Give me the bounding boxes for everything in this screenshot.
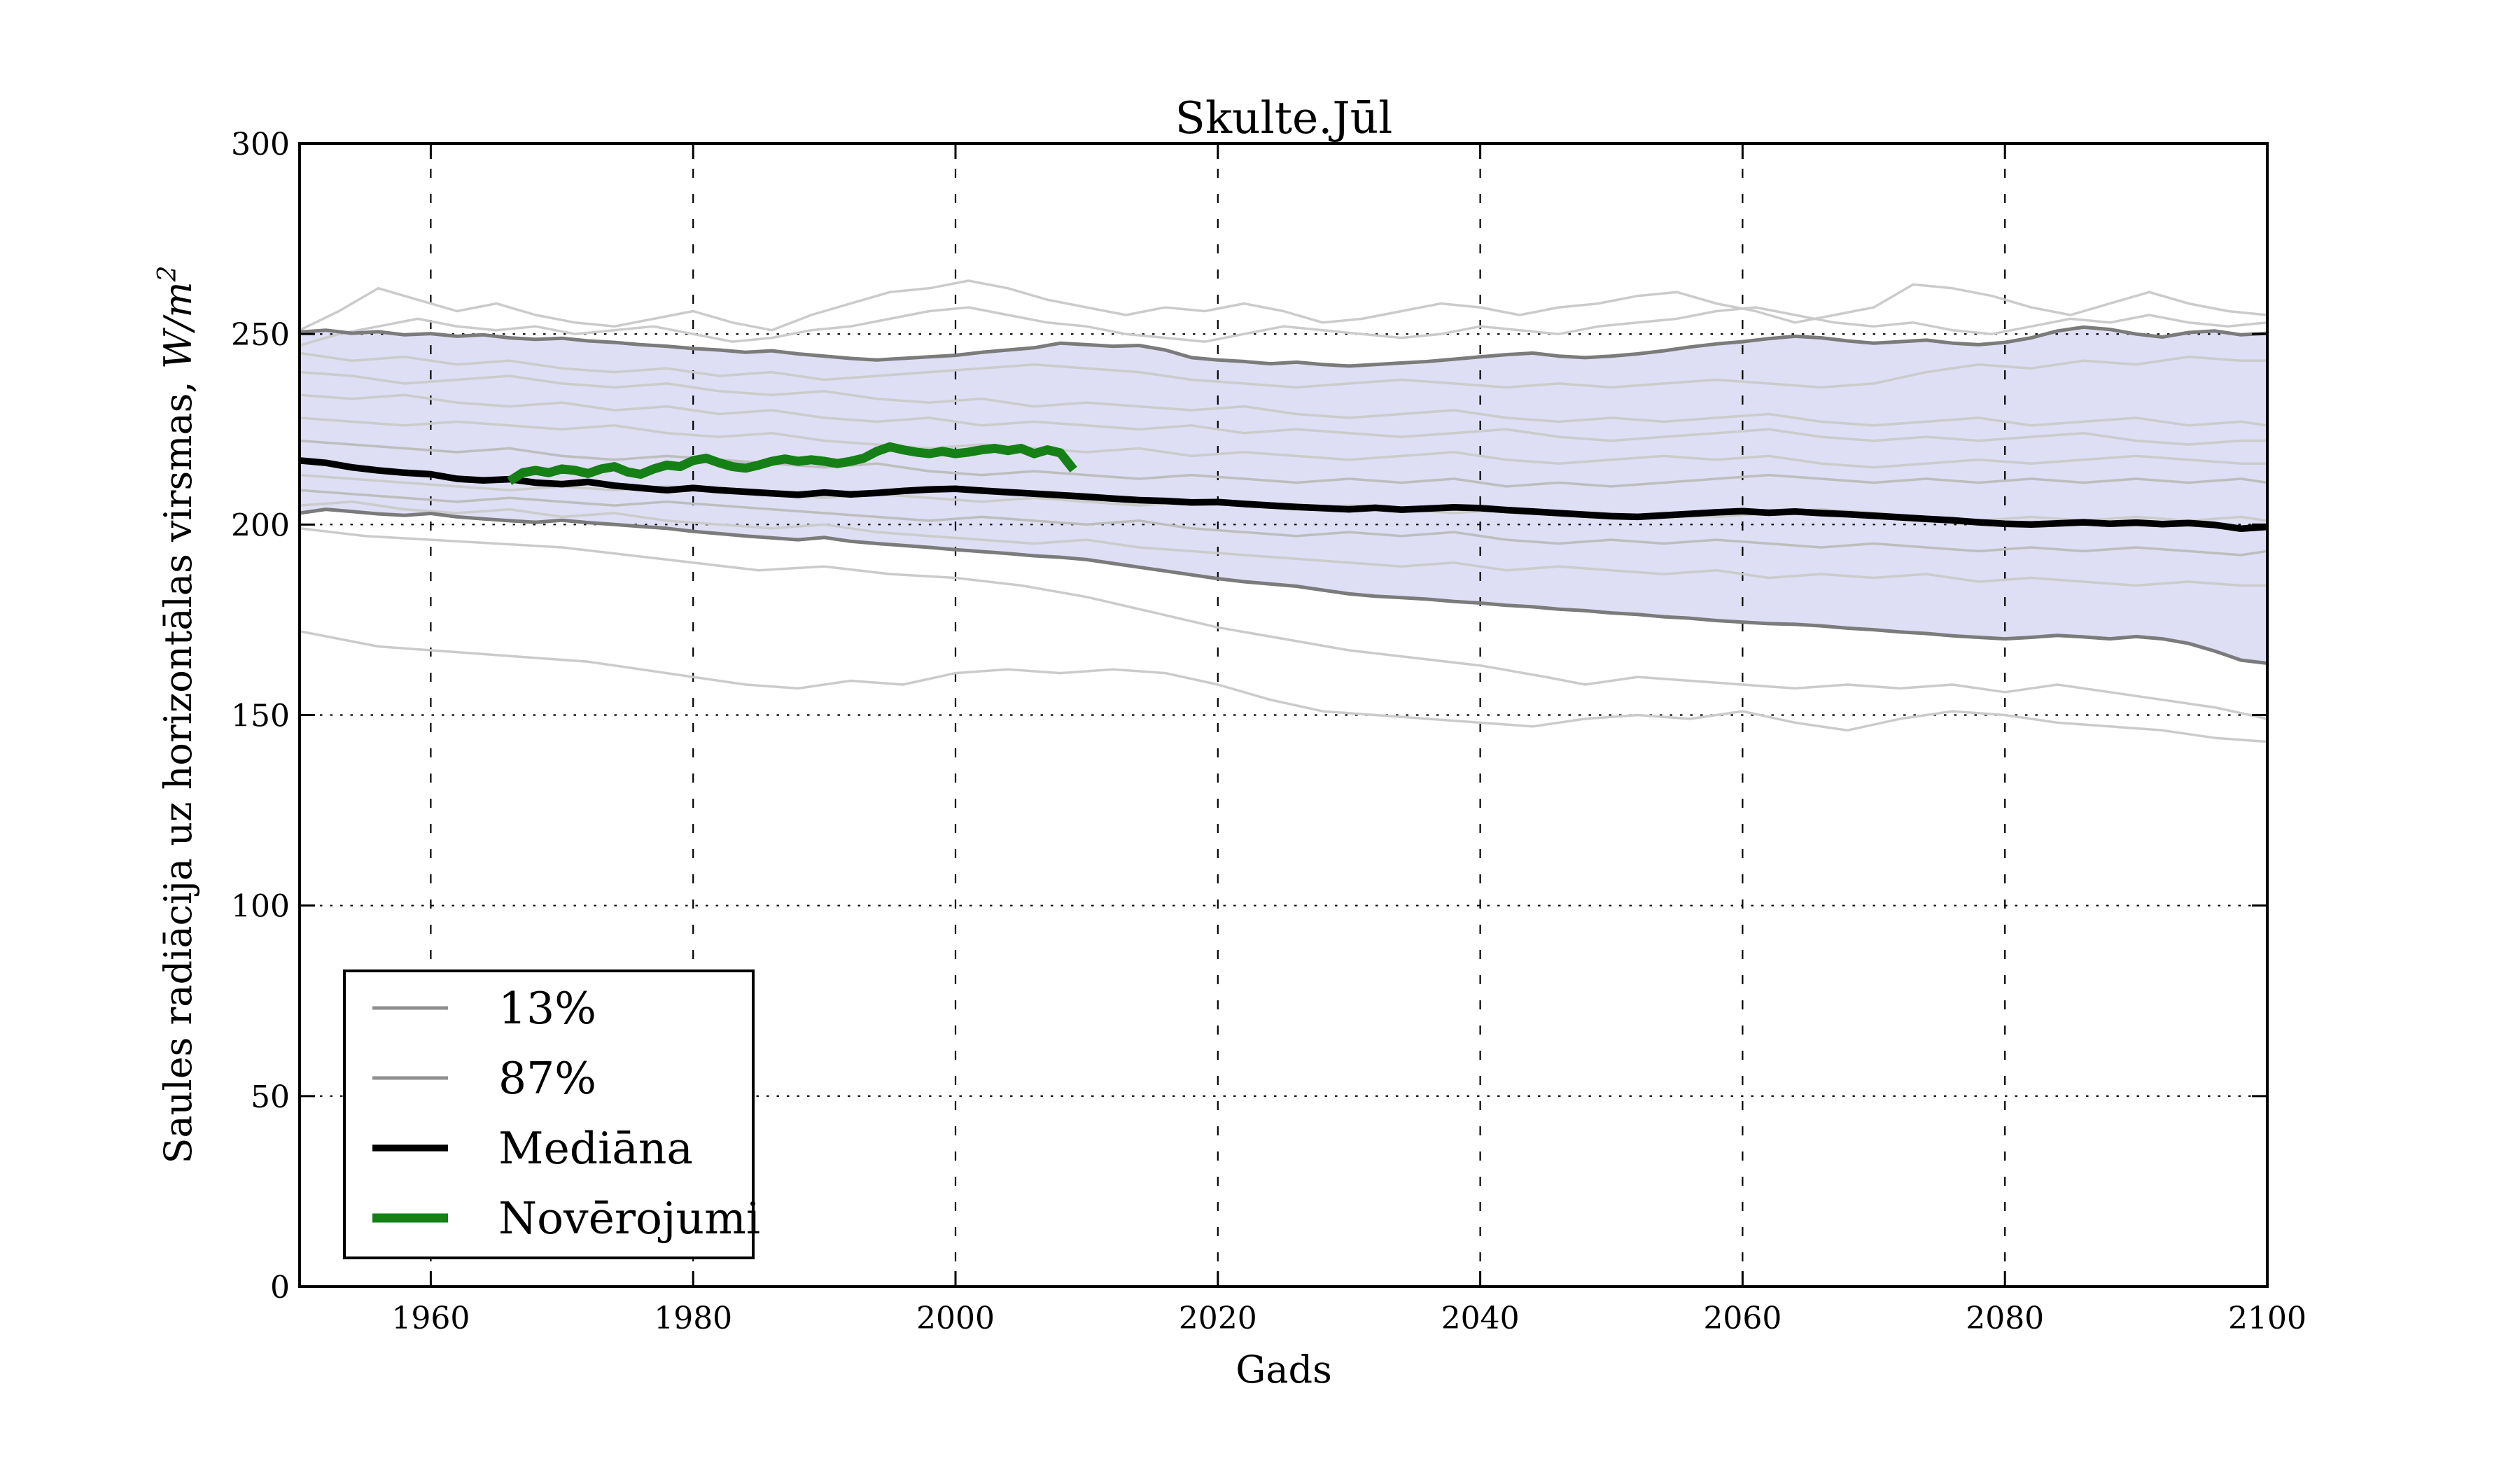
series-line-ens-2	[300, 306, 2267, 347]
y-axis-label-sup: 2	[153, 265, 182, 282]
legend-entry-p13: 13%	[372, 983, 596, 1034]
series-line-ens-6	[300, 416, 2267, 469]
y-tick-label-150: 150	[231, 699, 290, 734]
series-line-ens-11	[300, 527, 2267, 720]
legend-label-p87: 87%	[498, 1053, 596, 1104]
x-tick-label-2020: 2020	[1179, 1301, 1257, 1336]
y-tick-label-0: 0	[270, 1270, 290, 1306]
x-tick-labels: 1960 1980 2000 2020 2040 2060 2080 2100	[391, 1301, 2306, 1336]
band-fill	[300, 327, 2267, 664]
series-line-ens-12	[300, 629, 2267, 743]
series-line-ens-10	[300, 500, 2267, 587]
chart-title: Skulte.Jūl	[1175, 92, 1393, 144]
series-line-ens-7	[300, 439, 2267, 488]
legend-entry-p87: 87%	[372, 1053, 596, 1104]
x-tick-label-2060: 2060	[1703, 1301, 1782, 1336]
y-axis-label-math: W/m	[156, 281, 200, 369]
series-line-ens-1	[300, 279, 2267, 332]
percentile-band	[300, 327, 2267, 664]
x-tick-label-2080: 2080	[1966, 1301, 2044, 1336]
x-tick-label-2100: 2100	[2228, 1301, 2306, 1336]
series-line-median	[300, 457, 2267, 533]
series-line-p87	[300, 325, 2267, 368]
x-tick-label-1980: 1980	[654, 1301, 732, 1336]
plot-frame	[298, 142, 2269, 1288]
series-line-ens-9	[300, 489, 2267, 556]
y-axis-label-text: Saules radiācija uz horizontālas virsmas…	[156, 369, 200, 1163]
series-line-ens-5	[300, 393, 2267, 446]
x-axis-label: Gads	[1236, 1348, 1332, 1392]
y-tick-label-200: 200	[231, 507, 290, 543]
series-lines	[300, 279, 2267, 743]
legend-entry-median: Mediāna	[372, 1123, 693, 1174]
series-line-observations	[507, 442, 1077, 485]
y-tick-label-100: 100	[231, 889, 290, 925]
y-axis-label: Saules radiācija uz horizontālas virsmas…	[153, 265, 200, 1163]
series-line-ens-4	[300, 370, 2267, 427]
legend-label-observations: Novērojumi	[498, 1193, 760, 1244]
legend-box	[343, 969, 755, 1259]
legend: 13% 87% Mediāna Novērojumi	[343, 969, 760, 1259]
x-tick-label-2000: 2000	[916, 1301, 995, 1336]
series-line-ens-3	[300, 351, 2267, 389]
y-tick-label-50: 50	[251, 1079, 290, 1115]
legend-label-p13: 13%	[498, 983, 596, 1034]
x-tick-label-1960: 1960	[391, 1301, 470, 1336]
y-tick-labels: 0 50 100 150 200 250 300	[231, 127, 290, 1306]
legend-entries: 13% 87% Mediāna Novērojumi	[372, 983, 760, 1244]
x-tick-label-2040: 2040	[1441, 1301, 1520, 1336]
series-line-p13	[300, 507, 2267, 665]
y-tick-label-250: 250	[231, 317, 290, 353]
legend-label-median: Mediāna	[498, 1123, 693, 1174]
y-tick-label-300: 300	[231, 127, 290, 162]
legend-entry-observations: Novērojumi	[372, 1193, 760, 1244]
